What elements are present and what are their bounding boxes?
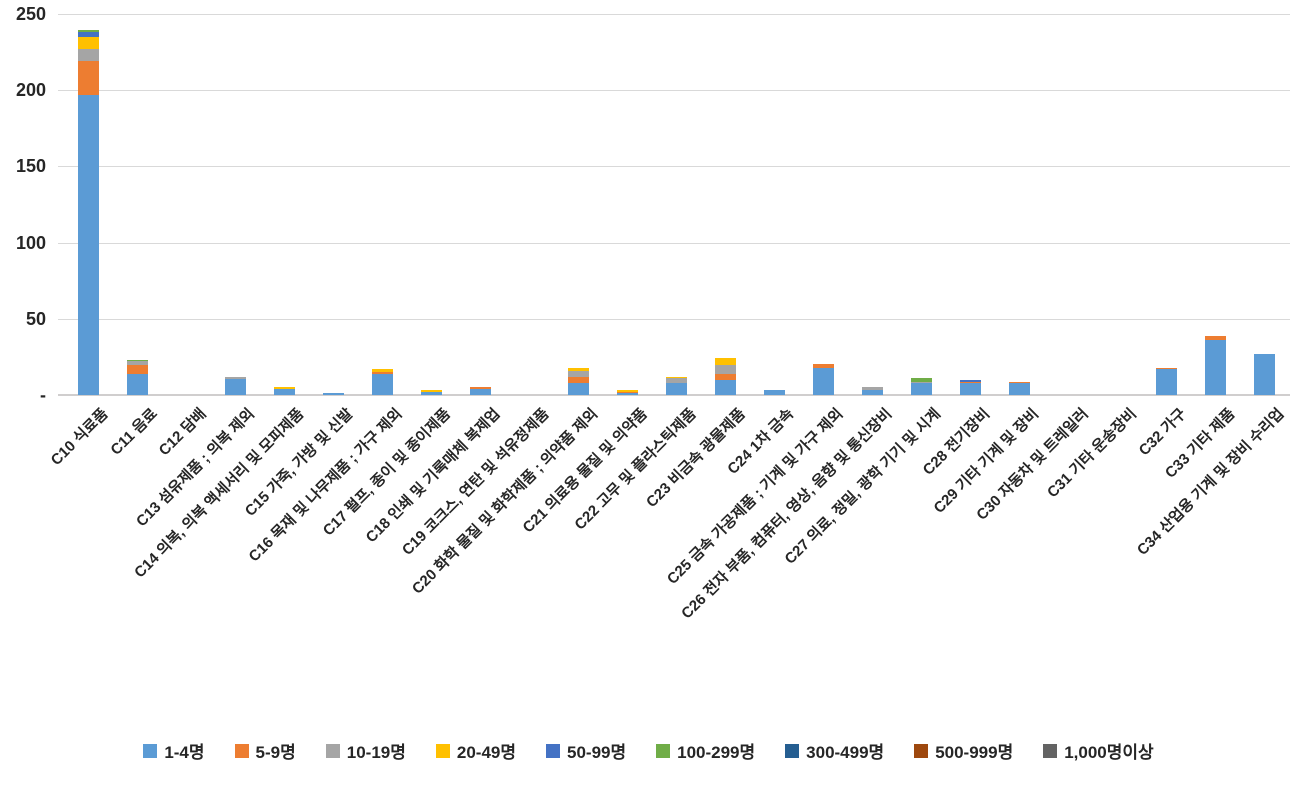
x-axis-category-label: C10 식료품 <box>47 405 112 469</box>
legend-item: 300-499명 <box>785 738 884 763</box>
legend-item: 10-19명 <box>325 738 406 763</box>
bar-segment-100-299명 <box>77 30 99 33</box>
bar-segment-20-49명 <box>77 36 99 50</box>
x-axis-category-label: C31 기타 운송장비 <box>1044 405 1141 502</box>
chart-legend: 1-4명 5-9명 10-19명 20-49명 50-99명 100-299명 300-49… <box>0 738 1297 763</box>
legend-swatch <box>234 743 249 758</box>
bar-segment-10-19명 <box>714 364 736 374</box>
legend-item: 5-9명 <box>234 738 296 763</box>
bar-segment-5-9명 <box>714 373 736 380</box>
bar-segment-5-9명 <box>126 364 148 374</box>
bar-segment-1-4명 <box>763 390 785 395</box>
legend-label: 20-49명 <box>456 743 516 762</box>
y-axis-tick-label: 50 <box>25 308 46 329</box>
y-axis-tick-label: 150 <box>15 156 46 177</box>
legend-item: 50-99명 <box>546 738 626 763</box>
y-axis-tick-label: - <box>40 385 46 405</box>
legend-label: 100-299명 <box>677 743 756 762</box>
bar-segment-1-4명 <box>1204 340 1226 395</box>
bar-segment-50-99명 <box>959 379 981 383</box>
legend-item: 100-299명 <box>656 738 755 763</box>
x-axis-line <box>58 394 1290 396</box>
y-axis-tick-label: 100 <box>15 232 46 253</box>
bar-segment-1-4명 <box>910 382 932 395</box>
bar-segment-1-4명 <box>861 390 883 395</box>
gridline <box>58 318 1290 320</box>
bar-segment-1-4명 <box>126 373 148 395</box>
bar-segment-1-4명 <box>812 367 834 395</box>
bar-segment-1-4명 <box>1253 353 1275 395</box>
bar-segment-5-9명 <box>469 387 491 389</box>
bar-segment-1-4명 <box>616 392 638 395</box>
bar-segment-50-99명 <box>77 32 99 37</box>
legend-label: 1,000명이상 <box>1064 743 1154 762</box>
bar-segment-5-9명 <box>567 376 589 383</box>
x-axis-category-label: C20 화학 물질 및 화학제품 ; 의약품 제외 <box>409 405 602 598</box>
bar-segment-1-4명 <box>714 379 736 395</box>
gridline <box>58 90 1290 92</box>
bar-segment-5-9명 <box>812 363 834 368</box>
legend-label: 300-499명 <box>806 743 885 762</box>
bar-segment-10-19명 <box>910 382 932 384</box>
bar-segment-20-49명 <box>420 390 442 392</box>
gridline <box>58 14 1290 15</box>
bar-segment-20-49명 <box>567 368 589 371</box>
bar-segment-100-299명 <box>910 378 932 383</box>
bar-segment-1-4명 <box>665 382 687 395</box>
bar-segment-5-9명 <box>371 372 393 374</box>
bar-segment-10-19명 <box>665 378 687 383</box>
legend-swatch <box>325 743 340 758</box>
bar-segment-1-4명 <box>322 393 344 395</box>
y-axis-tick-label: 200 <box>15 80 46 101</box>
legend-label: 10-19명 <box>346 743 406 762</box>
bar-segment-10-19명 <box>126 361 148 365</box>
legend-label: 50-99명 <box>567 743 627 762</box>
gridline <box>58 242 1290 244</box>
bar-segment-1-4명 <box>959 382 981 395</box>
bar-segment-1-4명 <box>273 388 295 395</box>
bar-segment-10-19명 <box>77 49 99 62</box>
bar-segment-1-4명 <box>1155 368 1177 395</box>
legend-item: 500-999명 <box>914 738 1013 763</box>
legend-swatch <box>546 743 560 758</box>
bar-segment-1-4명 <box>567 382 589 395</box>
bar-segment-1-4명 <box>77 94 99 395</box>
bar-segment-100-299명 <box>126 359 148 362</box>
bar-segment-20-49명 <box>665 376 687 379</box>
legend-item: 20-49명 <box>435 738 516 763</box>
x-axis-category-label: C11 음료 <box>106 405 161 459</box>
bar-segment-5-9명 <box>77 61 99 95</box>
legend-label: 500-999명 <box>935 743 1014 762</box>
bar-segment-1-4명 <box>420 391 442 395</box>
bar-segment-5-9명 <box>1155 367 1177 369</box>
bar-segment-1-4명 <box>1008 382 1030 395</box>
bar-segment-5-9명 <box>959 382 981 384</box>
legend-swatch <box>435 743 450 758</box>
bar-segment-10-19명 <box>861 387 883 391</box>
legend-label: 1-4명 <box>164 743 205 762</box>
bar-segment-20-49명 <box>616 390 638 392</box>
legend-swatch <box>656 743 671 758</box>
bar-segment-10-19명 <box>567 370 589 377</box>
legend-item: 1,000명이상 <box>1043 738 1154 763</box>
bar-segment-5-9명 <box>616 391 638 393</box>
legend-label: 5-9명 <box>255 743 296 762</box>
bar-segment-5-9명 <box>1204 336 1226 341</box>
bar-segment-20-49명 <box>371 369 393 373</box>
gridline <box>58 166 1290 168</box>
legend-swatch <box>143 743 158 758</box>
bar-segment-1-4명 <box>371 373 393 395</box>
bar-segment-20-49명 <box>273 387 295 389</box>
legend-swatch <box>785 743 800 758</box>
legend-swatch <box>914 743 929 758</box>
bar-segment-20-49명 <box>714 358 736 365</box>
legend-item: 1-4명 <box>143 738 205 763</box>
bar-segment-10-19명 <box>224 376 246 379</box>
bar-segment-1-4명 <box>469 388 491 395</box>
y-axis-tick-label: 250 <box>15 4 46 24</box>
legend-swatch <box>1043 743 1058 758</box>
bar-segment-1-4명 <box>224 378 246 395</box>
bar-segment-5-9명 <box>1008 382 1030 384</box>
